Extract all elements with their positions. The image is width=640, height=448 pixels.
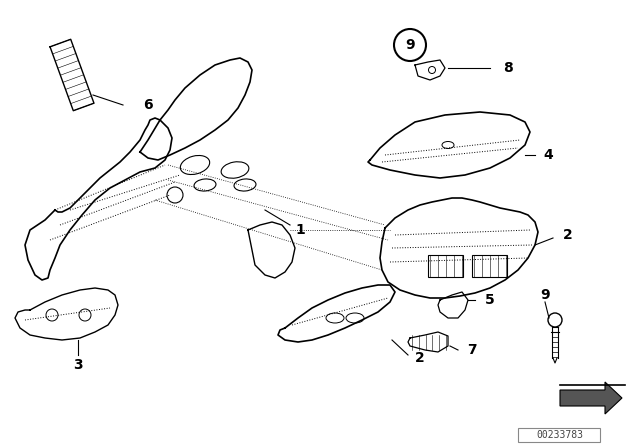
Bar (472, 255, 507, 277)
Text: 00233783: 00233783 (536, 430, 584, 440)
Circle shape (548, 313, 562, 327)
Text: 4: 4 (543, 148, 553, 162)
Bar (428, 255, 463, 277)
Text: 2: 2 (563, 228, 573, 242)
Text: 3: 3 (73, 358, 83, 372)
Bar (518, 428, 600, 442)
Text: 9: 9 (540, 288, 550, 302)
Text: 5: 5 (485, 293, 495, 307)
Text: 7: 7 (467, 343, 477, 357)
Text: 9: 9 (405, 38, 415, 52)
Text: 8: 8 (503, 61, 513, 75)
Text: 2: 2 (415, 351, 425, 365)
Text: 6: 6 (143, 98, 153, 112)
Polygon shape (560, 382, 622, 414)
Text: 1: 1 (295, 223, 305, 237)
